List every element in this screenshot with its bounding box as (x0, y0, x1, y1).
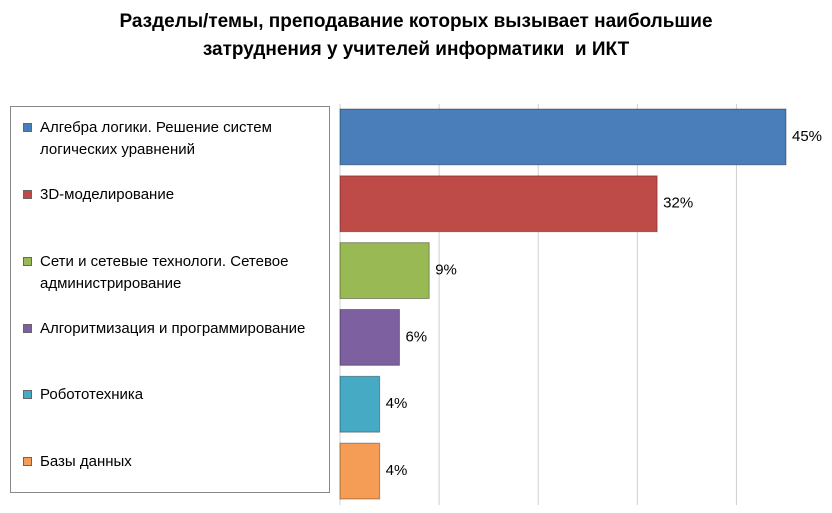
legend-label: Алгебра логики. Решение систем логически… (40, 119, 272, 158)
bar (339, 242, 430, 300)
legend-label: Алгоритмизация и программирование (40, 319, 306, 337)
bar (339, 442, 381, 500)
chart-title: Разделы/темы, преподавание которых вызыв… (119, 11, 718, 60)
value-label: 9% (435, 262, 457, 279)
legend-swatch (23, 457, 32, 467)
legend-swatch (23, 256, 32, 266)
bar (339, 309, 400, 366)
value-label: 45% (792, 128, 822, 145)
legend-label: Сети и сетевые технологи. Сетевое админи… (40, 252, 289, 292)
legend-label: Базы данных (40, 453, 132, 471)
legend-swatch (23, 123, 32, 132)
legend-label: Робототехника (40, 386, 144, 404)
legend-swatch (23, 189, 32, 199)
value-label: 6% (405, 328, 427, 345)
legend: Алгебра логики. Решение систем логически… (10, 106, 330, 493)
bar (339, 375, 381, 433)
value-label: 32% (663, 195, 693, 212)
legend-swatch (23, 390, 32, 400)
legend-swatch (23, 323, 32, 333)
value-label: 4% (386, 462, 408, 479)
bar (339, 108, 787, 166)
bar (339, 175, 658, 233)
legend-label: 3D-моделирование (40, 185, 175, 203)
value-label: 4% (386, 395, 408, 412)
